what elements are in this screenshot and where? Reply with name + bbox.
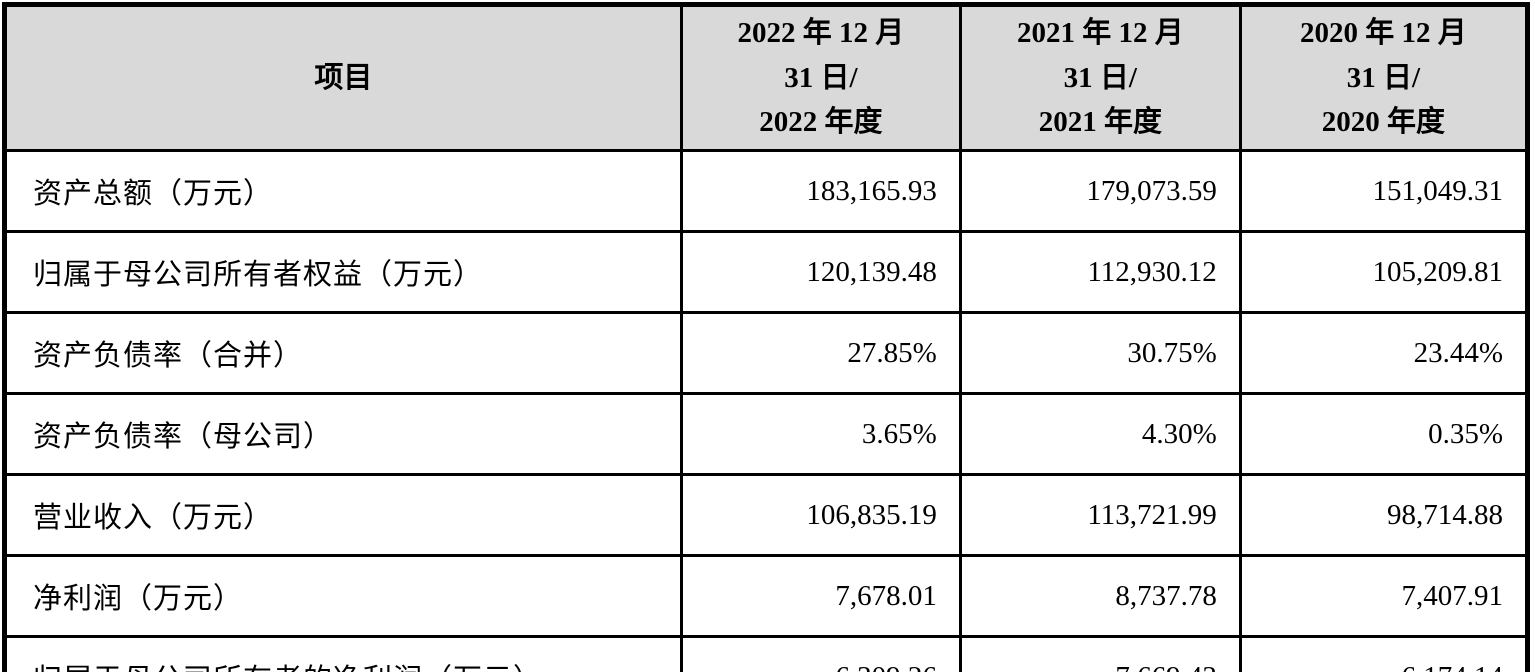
table-row-debt-ratio-consolidated: 资产负债率（合并） 27.85% 30.75% 23.44% xyxy=(3,311,1530,395)
table-row-parent-equity: 归属于母公司所有者权益（万元） 120,139.48 112,930.12 10… xyxy=(3,230,1530,314)
value-2021: 112,930.12 xyxy=(958,230,1242,314)
value-2022: 3.65% xyxy=(679,392,962,476)
value-2020: 0.35% xyxy=(1238,392,1530,476)
table-row-net-profit-parent: 归属于母公司所有者的净利润（万元） 6,309.26 7,669.43 6,17… xyxy=(3,635,1530,672)
row-label: 净利润（万元） xyxy=(3,554,683,638)
row-label: 资产负债率（合并） xyxy=(3,311,683,395)
header-period-2022: 2022 年 12 月 31 日/ 2022 年度 xyxy=(679,3,962,152)
header-period-2020: 2020 年 12 月 31 日/ 2020 年度 xyxy=(1238,3,1530,152)
value-2020: 6,174.14 xyxy=(1238,635,1530,672)
value-2022: 27.85% xyxy=(679,311,962,395)
value-2021: 30.75% xyxy=(958,311,1242,395)
value-2021: 179,073.59 xyxy=(958,149,1242,233)
table-row-total-assets: 资产总额（万元） 183,165.93 179,073.59 151,049.3… xyxy=(3,149,1530,233)
value-2020: 105,209.81 xyxy=(1238,230,1530,314)
value-2022: 183,165.93 xyxy=(679,149,962,233)
value-2021: 4.30% xyxy=(958,392,1242,476)
row-label: 资产总额（万元） xyxy=(3,149,683,233)
value-2021: 8,737.78 xyxy=(958,554,1242,638)
row-label: 归属于母公司所有者的净利润（万元） xyxy=(3,635,683,672)
header-item-label: 项目 xyxy=(3,3,683,152)
value-2022: 120,139.48 xyxy=(679,230,962,314)
row-label: 归属于母公司所有者权益（万元） xyxy=(3,230,683,314)
value-2022: 106,835.19 xyxy=(679,473,962,557)
header-period-2021: 2021 年 12 月 31 日/ 2021 年度 xyxy=(958,3,1242,152)
row-label: 营业收入（万元） xyxy=(3,473,683,557)
table-row-net-profit: 净利润（万元） 7,678.01 8,737.78 7,407.91 xyxy=(3,554,1530,638)
table-header-row: 项目 2022 年 12 月 31 日/ 2022 年度 2021 年 12 月… xyxy=(3,3,1530,152)
value-2020: 7,407.91 xyxy=(1238,554,1530,638)
value-2020: 151,049.31 xyxy=(1238,149,1530,233)
value-2022: 6,309.26 xyxy=(679,635,962,672)
value-2020: 98,714.88 xyxy=(1238,473,1530,557)
table-row-operating-revenue: 营业收入（万元） 106,835.19 113,721.99 98,714.88 xyxy=(3,473,1530,557)
value-2022: 7,678.01 xyxy=(679,554,962,638)
value-2021: 7,669.43 xyxy=(958,635,1242,672)
value-2020: 23.44% xyxy=(1238,311,1530,395)
row-label: 资产负债率（母公司） xyxy=(3,392,683,476)
table-row-debt-ratio-parent: 资产负债率（母公司） 3.65% 4.30% 0.35% xyxy=(3,392,1530,476)
value-2021: 113,721.99 xyxy=(958,473,1242,557)
